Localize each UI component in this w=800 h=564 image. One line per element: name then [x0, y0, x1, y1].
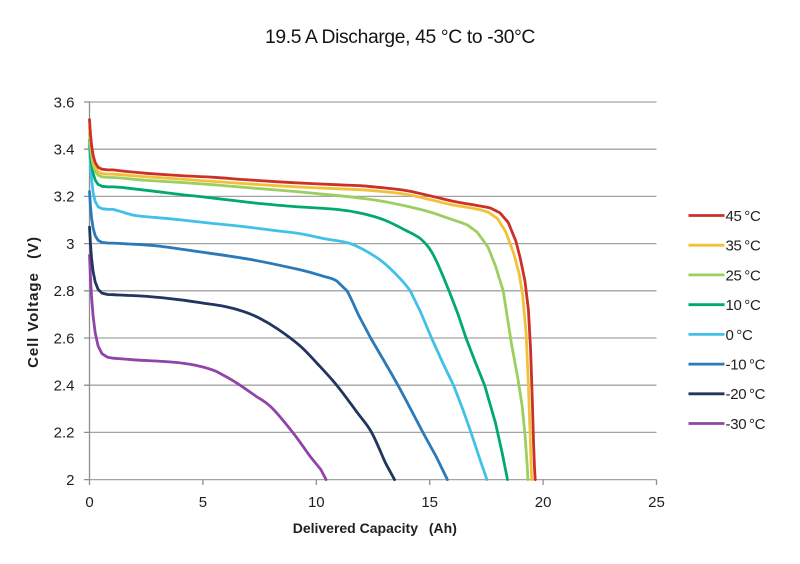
svg-text:19.5 A Discharge, 45 °C to -30: 19.5 A Discharge, 45 °C to -30°C	[265, 27, 535, 48]
svg-text:20: 20	[535, 494, 552, 511]
svg-text:-30 °C: -30 °C	[726, 416, 766, 433]
svg-text:3: 3	[66, 236, 74, 253]
svg-text:10: 10	[308, 494, 325, 511]
svg-text:25 °C: 25 °C	[726, 267, 761, 284]
svg-text:45 °C: 45 °C	[726, 208, 761, 225]
svg-text:25: 25	[648, 494, 665, 511]
svg-text:10 °C: 10 °C	[726, 297, 761, 314]
svg-text:2.2: 2.2	[54, 425, 75, 442]
svg-text:2.8: 2.8	[54, 283, 75, 300]
svg-text:2: 2	[66, 472, 74, 489]
svg-text:0 °C: 0 °C	[726, 327, 753, 344]
svg-text:3.6: 3.6	[54, 94, 75, 111]
svg-text:35 °C: 35 °C	[726, 238, 761, 255]
svg-text:Cell Voltage (V): Cell Voltage (V)	[25, 236, 42, 368]
svg-text:3.2: 3.2	[54, 189, 75, 206]
svg-text:-10 °C: -10 °C	[726, 357, 766, 374]
svg-text:15: 15	[421, 494, 438, 511]
svg-text:5: 5	[199, 494, 207, 511]
svg-text:2.6: 2.6	[54, 330, 75, 347]
svg-text:Delivered Capacity (Ah): Delivered Capacity (Ah)	[293, 520, 457, 536]
svg-text:-20 °C: -20 °C	[726, 386, 766, 403]
svg-text:2.4: 2.4	[54, 378, 75, 395]
svg-text:0: 0	[85, 494, 93, 511]
svg-text:3.4: 3.4	[54, 142, 75, 159]
